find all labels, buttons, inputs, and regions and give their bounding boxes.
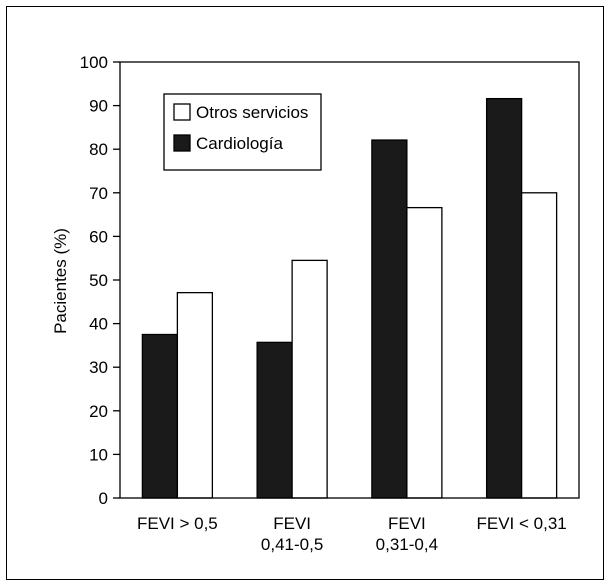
- y-tick-label: 60: [89, 227, 108, 246]
- bar-otros-servicios: [291, 259, 328, 499]
- bar-cardiologia: [141, 333, 179, 499]
- x-tick-label: FEVI: [273, 514, 311, 533]
- x-tick-label: FEVI > 0,5: [137, 514, 218, 533]
- bars: [141, 97, 558, 499]
- y-tick-label: 20: [89, 402, 108, 421]
- legend: Otros servicios Cardiología: [163, 93, 322, 171]
- legend-label: Cardiología: [196, 134, 283, 153]
- y-tick-label: 90: [89, 97, 108, 116]
- bar-otros-servicios: [406, 206, 443, 499]
- legend-swatch: [173, 103, 191, 121]
- x-tick-label: FEVI: [388, 514, 426, 533]
- y-tick-label: 70: [89, 184, 108, 203]
- bar-cardiologia: [485, 97, 523, 499]
- legend-swatch: [173, 134, 191, 152]
- bar-otros-servicios: [176, 291, 214, 499]
- x-tick-label: FEVI < 0,31: [477, 514, 567, 533]
- bar-cardiologia: [256, 341, 293, 499]
- plot-area-frame: [119, 61, 580, 499]
- x-tick-label: 0,41-0,5: [261, 535, 323, 554]
- bar-cardiologia: [371, 139, 408, 499]
- y-tick-label: 50: [89, 271, 108, 290]
- y-tick-label: 80: [89, 140, 108, 159]
- y-tick-label: 40: [89, 315, 108, 334]
- y-tick-label: 0: [99, 489, 108, 508]
- y-tick-label: 100: [80, 53, 108, 72]
- y-axis-ticks: 0 10 20 30 40 50 60 70 80 90 100: [80, 53, 120, 508]
- y-tick-label: 30: [89, 358, 108, 377]
- x-axis-tick-labels: FEVI > 0,5 FEVI 0,41-0,5 FEVI 0,31-0,4 FEVI <…: [137, 514, 567, 554]
- x-tick-label: 0,31-0,4: [376, 535, 438, 554]
- y-tick-label: 10: [89, 445, 108, 464]
- bar-otros-servicios: [520, 192, 558, 499]
- y-axis-label: Pacientes (%): [51, 228, 70, 334]
- legend-label: Otros servicios: [196, 103, 308, 122]
